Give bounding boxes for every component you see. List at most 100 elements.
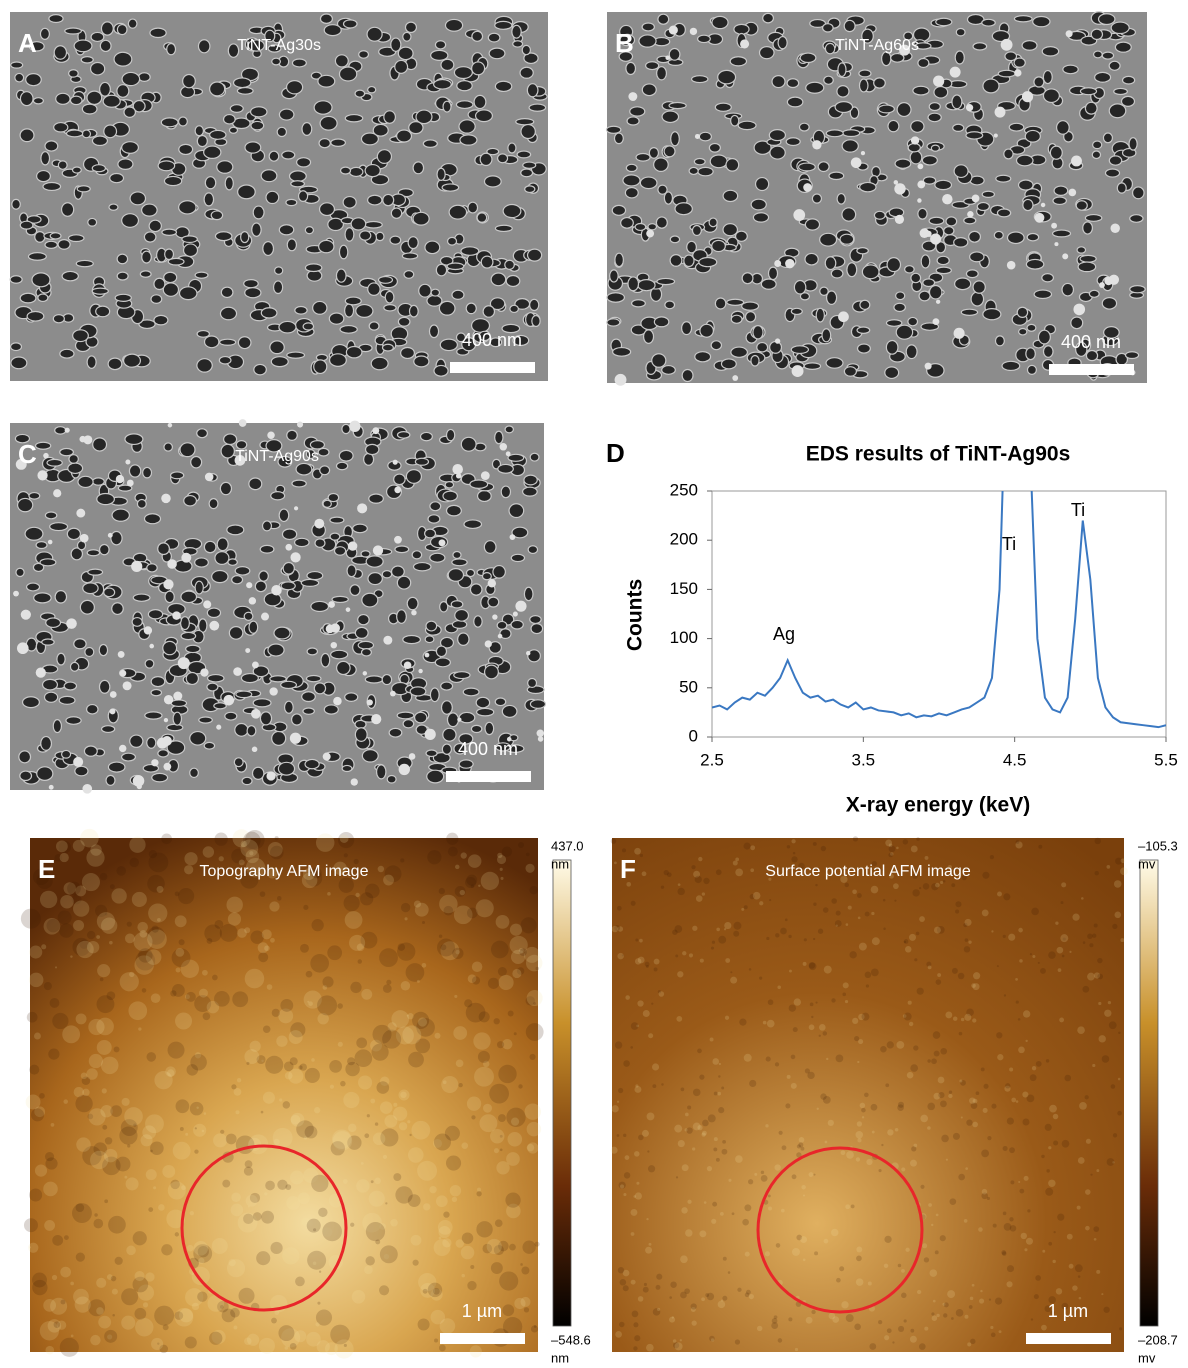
texture (856, 893, 862, 898)
pore (430, 288, 441, 297)
pore (203, 741, 216, 750)
texture (964, 1314, 969, 1319)
pore (428, 324, 440, 339)
particle (163, 695, 174, 705)
texture (478, 884, 481, 888)
texture (1010, 1180, 1015, 1185)
texture (340, 1080, 346, 1087)
scale-label: 1 µm (462, 1301, 502, 1321)
pore (1022, 198, 1034, 212)
texture (651, 1002, 654, 1005)
texture (172, 1141, 191, 1160)
texture (852, 1017, 859, 1024)
pore (1102, 132, 1114, 144)
texture (1093, 923, 1098, 928)
texture (1061, 954, 1065, 958)
pore (460, 246, 480, 256)
texture (912, 889, 920, 897)
texture (433, 1133, 451, 1151)
texture (170, 990, 177, 997)
texture (901, 1292, 907, 1299)
texture (623, 1133, 627, 1138)
texture (727, 1271, 731, 1274)
texture (510, 949, 526, 965)
pore (11, 198, 21, 210)
texture (398, 1122, 408, 1131)
pore (453, 742, 467, 755)
pore (1016, 306, 1029, 319)
texture (888, 852, 894, 858)
texture (28, 972, 44, 988)
pore (48, 14, 64, 24)
texture (1094, 837, 1101, 845)
texture (231, 848, 247, 864)
pore (529, 298, 540, 312)
texture (831, 1228, 839, 1237)
texture (990, 1325, 994, 1330)
pore (102, 94, 121, 108)
texture (1045, 1059, 1050, 1063)
texture (858, 1039, 864, 1045)
pore (970, 291, 985, 307)
texture (955, 901, 962, 908)
pore (9, 342, 23, 352)
texture (284, 1346, 289, 1350)
pore (442, 727, 457, 742)
pore (304, 263, 323, 273)
pore (208, 498, 219, 510)
pore (635, 152, 651, 162)
pore (216, 160, 234, 174)
texture (184, 865, 194, 875)
texture (238, 1287, 255, 1304)
particle (497, 633, 503, 639)
pore (203, 335, 220, 349)
texture (282, 1101, 291, 1109)
pore (25, 582, 41, 592)
texture (34, 1106, 46, 1118)
texture (245, 1194, 258, 1207)
texture (634, 1085, 642, 1093)
texture (1015, 840, 1020, 844)
texture (194, 1149, 199, 1154)
pore (953, 237, 969, 248)
texture (175, 947, 185, 957)
pore (360, 132, 379, 146)
texture (964, 918, 972, 926)
texture (53, 1321, 61, 1328)
particle (251, 708, 261, 719)
pore (285, 80, 304, 95)
texture (220, 1129, 225, 1134)
pore (237, 184, 256, 200)
texture (723, 928, 727, 931)
particle (115, 474, 125, 484)
texture (861, 1107, 866, 1113)
texture (1098, 1035, 1106, 1043)
texture (1006, 1117, 1014, 1125)
pore (375, 764, 387, 780)
texture (408, 1147, 424, 1163)
texture (712, 1201, 718, 1207)
texture (497, 852, 503, 859)
panel-label: A (18, 28, 37, 58)
texture (276, 1035, 288, 1047)
texture (353, 858, 359, 865)
texture (1050, 1310, 1055, 1315)
pore (54, 426, 67, 435)
texture (630, 1232, 635, 1236)
pore (278, 108, 295, 121)
pore (98, 643, 109, 657)
texture (1009, 1225, 1017, 1232)
panel-label: F (620, 854, 636, 884)
pore (344, 227, 355, 242)
y-tick-label: 250 (670, 480, 698, 499)
pore (71, 166, 82, 174)
texture (458, 1082, 463, 1088)
pore (439, 601, 449, 613)
texture (1031, 907, 1039, 916)
pore (153, 277, 166, 291)
pore (355, 303, 374, 318)
pore (440, 700, 453, 715)
texture (1081, 897, 1084, 900)
texture (1107, 1001, 1112, 1005)
texture (858, 1013, 865, 1021)
